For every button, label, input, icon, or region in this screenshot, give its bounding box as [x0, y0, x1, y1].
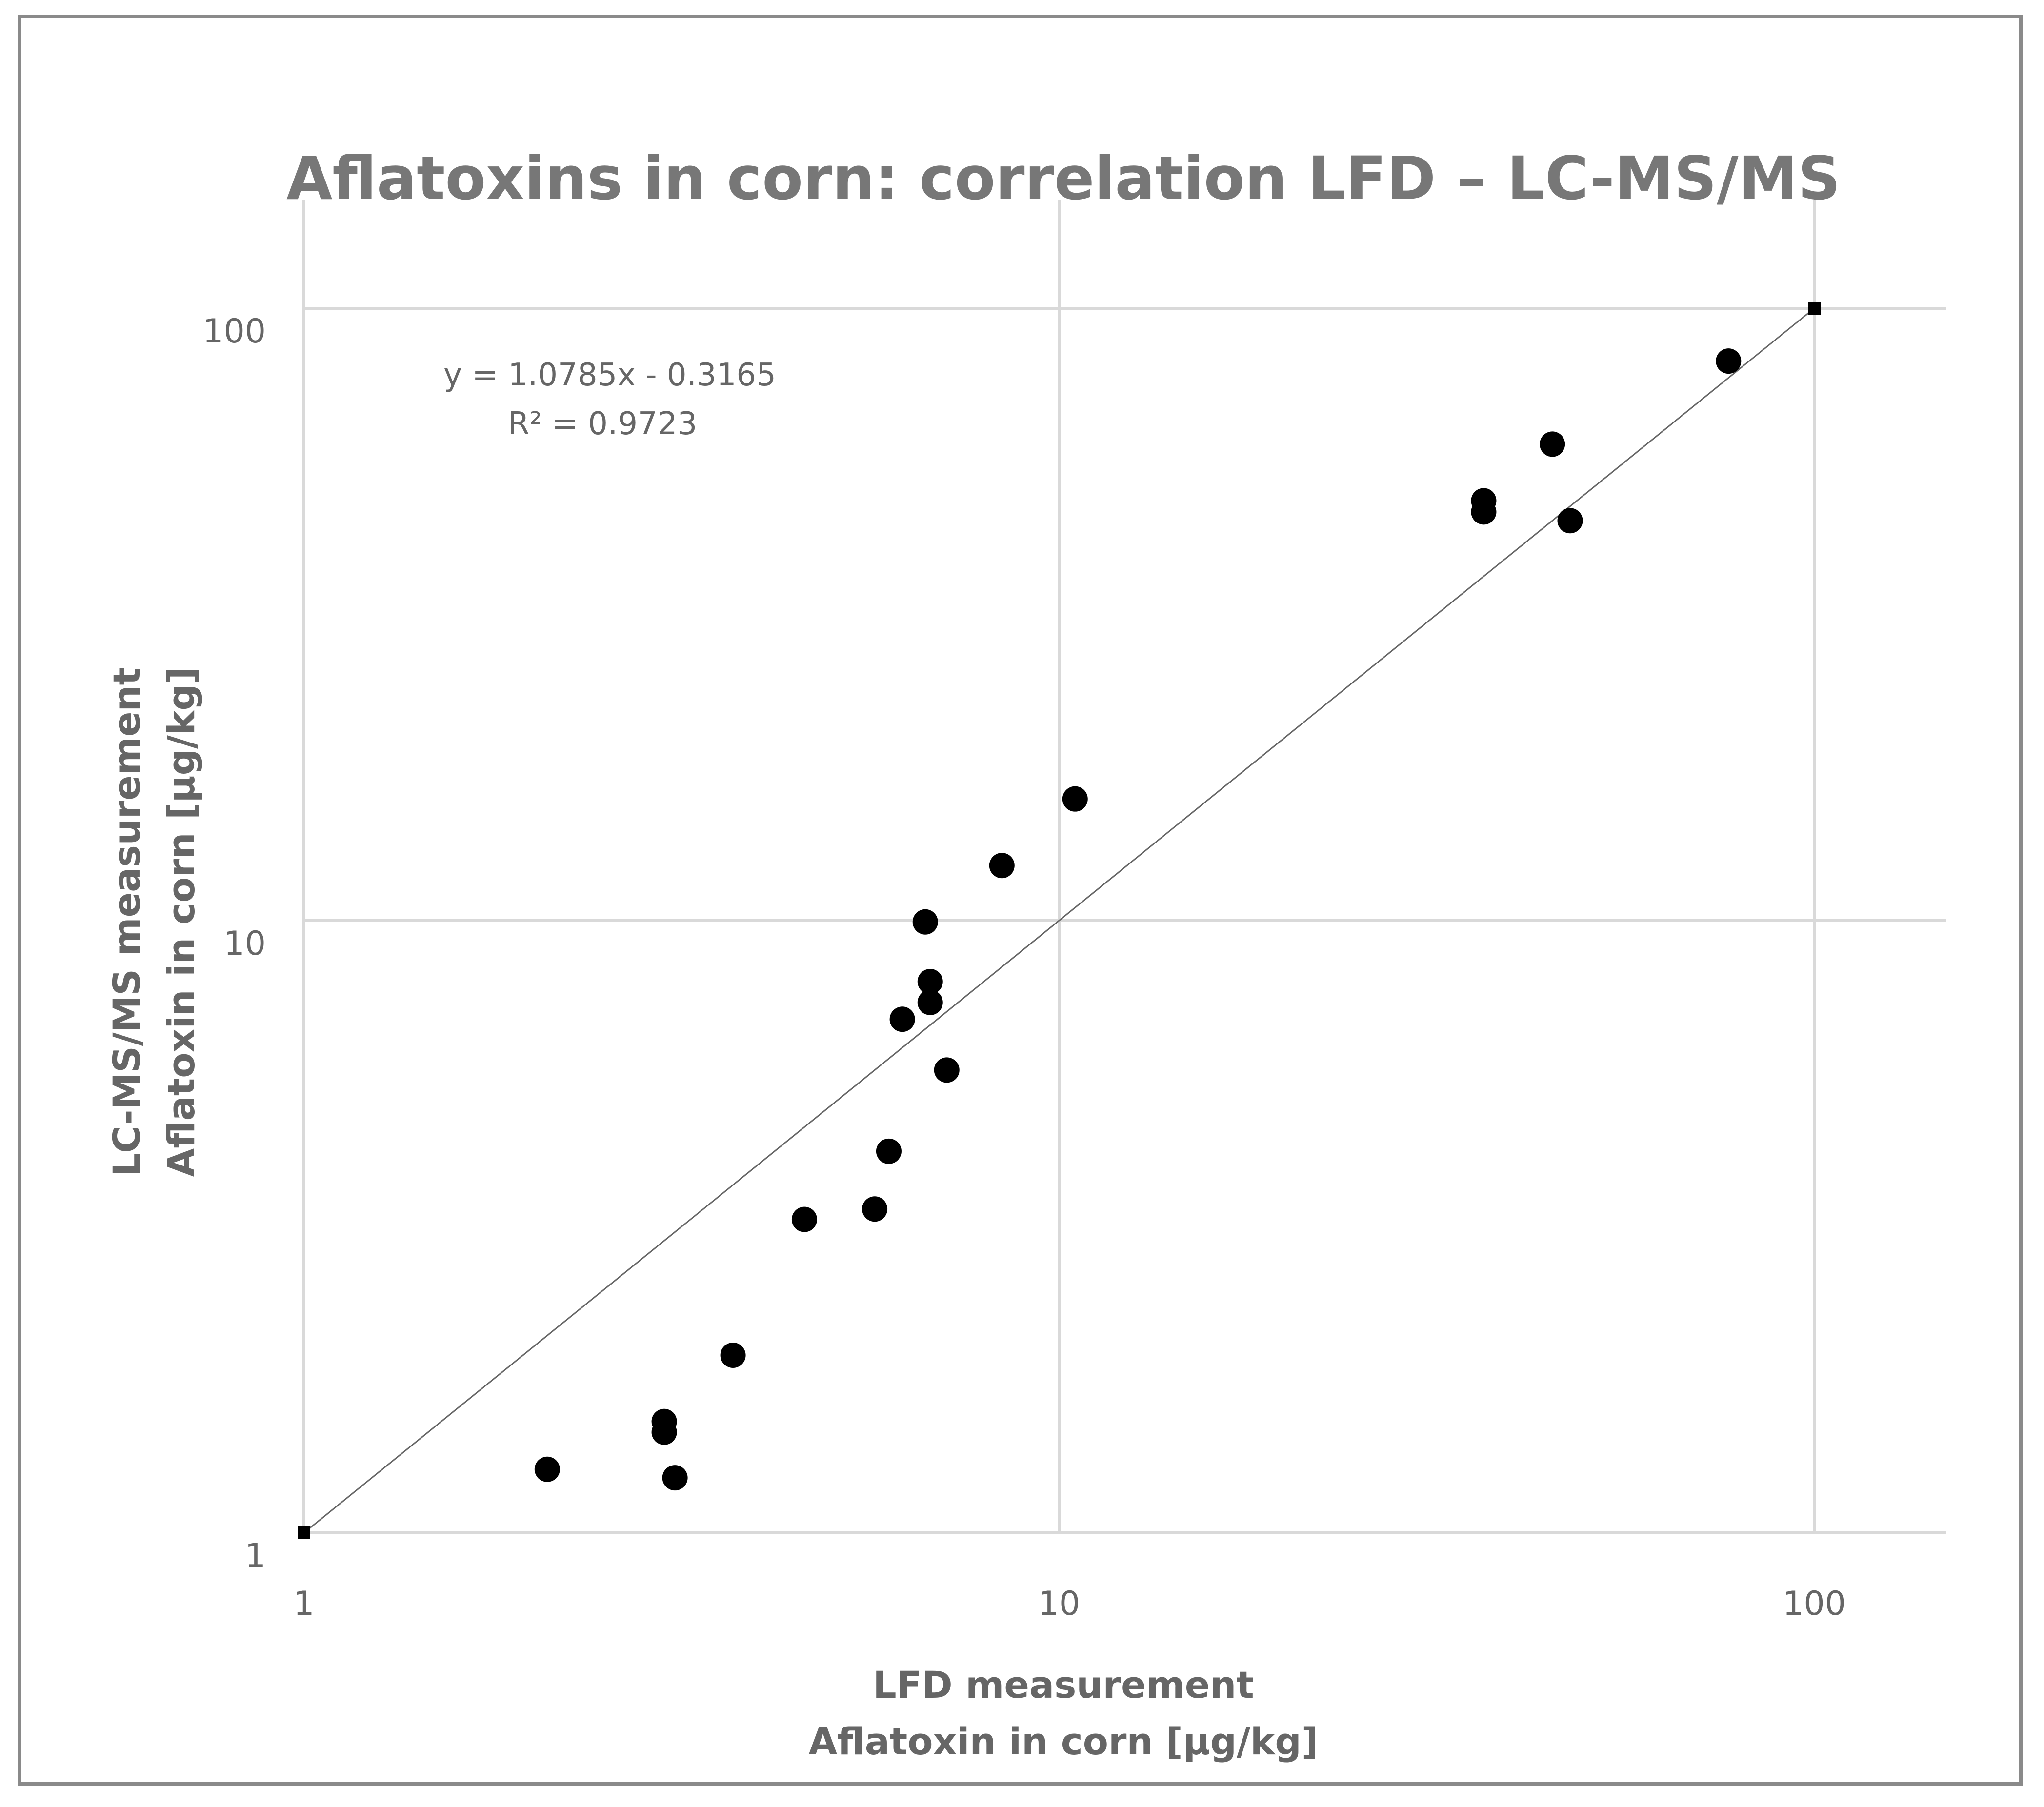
data-point [917, 989, 943, 1015]
y-tick-label: 1 [245, 1537, 266, 1575]
data-point [876, 1138, 902, 1164]
y-tick-label: 10 [223, 924, 266, 963]
data-point [720, 1343, 746, 1368]
data-point [1062, 786, 1088, 812]
x-axis-title-line2: Aflatoxin in corn [µg/kg] [808, 1720, 1318, 1763]
data-point [1471, 499, 1497, 525]
data-point [791, 1206, 817, 1232]
x-tick-label: 100 [1783, 1585, 1846, 1623]
x-tick-label: 1 [293, 1585, 314, 1623]
gridlines [302, 200, 1946, 1534]
chart-title: Aflatoxins in corn: correlation LFD – LC… [286, 144, 1841, 213]
x-tick-label: 10 [1038, 1585, 1081, 1623]
data-point [1557, 508, 1583, 534]
data-point [1716, 348, 1742, 374]
trendline-end-marker [1808, 302, 1821, 315]
data-point [651, 1419, 677, 1445]
tick-labels: 1 10 100 1 10 100 [202, 312, 1846, 1623]
data-point [862, 1196, 888, 1222]
data-point [912, 909, 938, 935]
data-point [917, 969, 943, 995]
y-tick-label: 100 [202, 312, 266, 351]
trendline-end-marker [298, 1526, 310, 1539]
data-point [934, 1057, 960, 1083]
trendline-r-squared: R² = 0.9723 [508, 406, 697, 442]
data-point [889, 1006, 915, 1032]
data-point [989, 853, 1015, 879]
data-point [1540, 431, 1565, 457]
data-point [534, 1456, 560, 1482]
x-axis-title-line1: LFD measurement [873, 1663, 1254, 1707]
trendline-equation: y = 1.0785x - 0.3165 [443, 357, 776, 393]
data-points [534, 348, 1742, 1491]
data-point [662, 1465, 688, 1491]
y-axis-title-line1: LC-MS/MS measurement [105, 667, 148, 1177]
y-axis-title-line2: Aflatoxin in corn [µg/kg] [160, 667, 203, 1177]
